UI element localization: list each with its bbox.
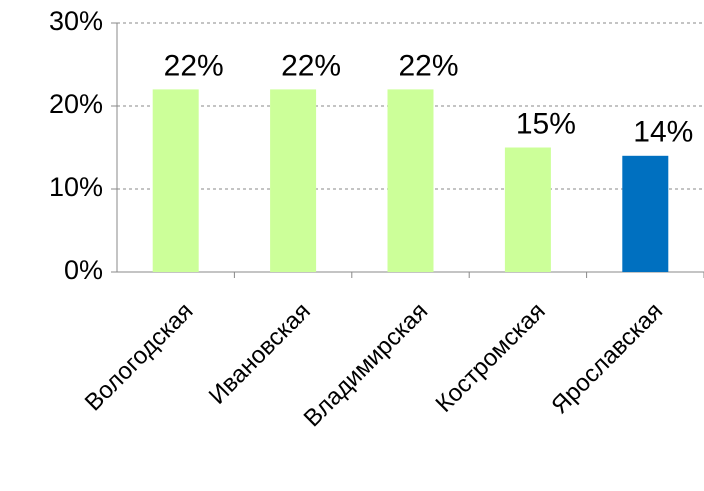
- bar: [270, 89, 317, 273]
- bar: [387, 89, 434, 273]
- y-tick-label: 20%: [49, 89, 103, 119]
- data-label: 15%: [516, 107, 576, 140]
- data-label: 14%: [633, 116, 693, 149]
- x-tick-label: Владимирская: [299, 298, 434, 433]
- x-tick-label: Костромская: [430, 298, 550, 418]
- data-label: 22%: [281, 49, 341, 82]
- data-label: 22%: [164, 49, 224, 82]
- x-tick-label: Ивановская: [204, 298, 316, 410]
- y-tick-label: 30%: [49, 6, 103, 36]
- y-tick-label: 10%: [49, 172, 103, 202]
- y-tick-label: 0%: [64, 255, 103, 285]
- bar: [152, 89, 199, 273]
- bar: [504, 147, 551, 272]
- x-tick-label: Ярославская: [546, 298, 668, 420]
- bar: [622, 155, 669, 272]
- data-label: 22%: [398, 49, 458, 82]
- x-tick-label: Вологодская: [80, 298, 199, 417]
